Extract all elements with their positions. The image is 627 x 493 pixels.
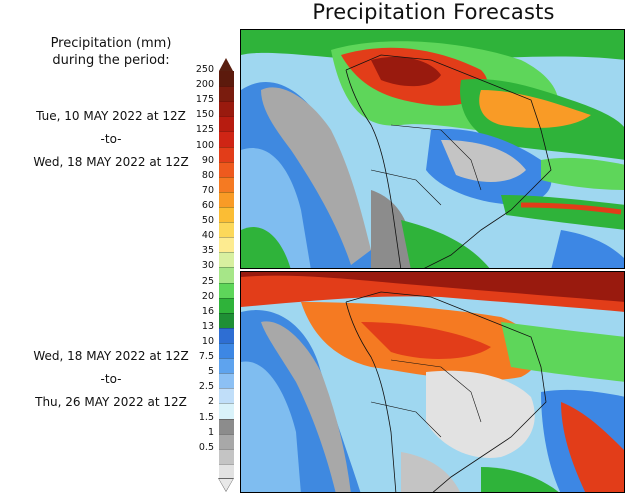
colorbar-tick-label: 5 bbox=[207, 366, 214, 378]
colorbar-cell bbox=[219, 358, 234, 374]
colorbar-tick-label: 1.5 bbox=[198, 411, 214, 423]
colorbar-cell bbox=[219, 71, 234, 87]
colorbar-tick-label: 250 bbox=[195, 64, 214, 75]
period-2-label: Wed, 18 MAY 2022 at 12Z -to- Thu, 26 MAY… bbox=[18, 345, 204, 414]
colorbar-cell bbox=[219, 176, 234, 192]
colorbar-tick-label: 40 bbox=[201, 230, 214, 242]
colorbar-tick-label: 10 bbox=[201, 336, 214, 347]
period-2-start: Wed, 18 MAY 2022 at 12Z bbox=[33, 349, 189, 363]
colorbar-cell bbox=[219, 267, 234, 283]
precip-map-1-svg bbox=[241, 30, 624, 268]
colorbar-tick-label: 60 bbox=[201, 200, 214, 211]
colorbar-tick-label: 150 bbox=[195, 109, 214, 121]
colorbar-tick-label: 7.5 bbox=[198, 351, 214, 363]
colorbar-tick-label: 35 bbox=[201, 245, 214, 257]
colorbar-cell bbox=[219, 191, 234, 207]
colorbar-cell bbox=[219, 161, 234, 177]
colorbar-cell bbox=[219, 312, 234, 328]
period-2-end: Thu, 26 MAY 2022 at 12Z bbox=[35, 395, 187, 409]
colorbar-cell bbox=[219, 388, 234, 404]
colorbar-tick-label: 175 bbox=[195, 94, 214, 106]
colorbar-tick-label: 30 bbox=[201, 260, 214, 272]
colorbar-cell bbox=[219, 237, 234, 253]
colorbar-cell bbox=[219, 403, 234, 419]
colorbar bbox=[219, 71, 234, 479]
period-1-separator: -to- bbox=[100, 132, 122, 146]
colorbar-tick-label: 125 bbox=[195, 124, 214, 136]
colorbar-tick-label: 1 bbox=[207, 426, 214, 438]
colorbar-cell bbox=[219, 101, 234, 117]
colorbar-tick-label: 70 bbox=[201, 184, 214, 196]
colorbar-tick-label: 100 bbox=[195, 139, 214, 151]
colorbar-tick-label: 25 bbox=[201, 275, 214, 287]
legend-title: Precipitation (mm) during the period: bbox=[26, 35, 196, 69]
precip-map-2-svg bbox=[241, 272, 624, 492]
colorbar-bottom-arrow bbox=[219, 479, 233, 491]
colorbar-top-arrow bbox=[219, 58, 233, 71]
forecast-map-period-1 bbox=[240, 29, 625, 269]
colorbar-tick-label: 20 bbox=[201, 290, 214, 302]
colorbar-cell bbox=[219, 116, 234, 132]
colorbar-cell bbox=[219, 418, 234, 434]
colorbar-cell bbox=[219, 373, 234, 389]
colorbar-cell bbox=[219, 297, 234, 313]
period-1-end: Wed, 18 MAY 2022 at 12Z bbox=[33, 155, 189, 169]
colorbar-tick-label: 2 bbox=[207, 396, 214, 408]
colorbar-cell bbox=[219, 222, 234, 238]
colorbar-cell bbox=[219, 282, 234, 298]
colorbar-cell bbox=[219, 327, 234, 343]
colorbar-tick-label: 90 bbox=[201, 154, 214, 166]
colorbar-tick-label: 50 bbox=[201, 215, 214, 227]
colorbar-tick-label: 2.5 bbox=[198, 381, 214, 393]
colorbar-cell bbox=[219, 463, 234, 479]
colorbar-tick-label: 16 bbox=[201, 305, 214, 317]
colorbar-cell bbox=[219, 206, 234, 223]
colorbar-cell bbox=[219, 131, 234, 147]
legend-title-line2: during the period: bbox=[52, 53, 170, 68]
colorbar-cell bbox=[219, 252, 234, 268]
period-1-label: Tue, 10 MAY 2022 at 12Z -to- Wed, 18 MAY… bbox=[18, 105, 204, 174]
period-1-start: Tue, 10 MAY 2022 at 12Z bbox=[36, 109, 186, 123]
colorbar-cell bbox=[219, 86, 234, 102]
legend-title-line1: Precipitation (mm) bbox=[50, 36, 172, 51]
colorbar-cell bbox=[219, 433, 234, 449]
colorbar-tick-label: 13 bbox=[201, 320, 214, 332]
forecast-map-period-2 bbox=[240, 271, 625, 493]
colorbar-cell bbox=[219, 146, 234, 162]
colorbar-tick-label: 80 bbox=[201, 169, 214, 181]
colorbar-cell bbox=[219, 342, 234, 359]
colorbar-tick-label: 200 bbox=[195, 79, 214, 91]
period-2-separator: -to- bbox=[100, 372, 122, 386]
chart-title: Precipitation Forecasts bbox=[312, 0, 555, 24]
colorbar-tick-label: 0.5 bbox=[198, 441, 214, 453]
colorbar-cell bbox=[219, 448, 234, 464]
